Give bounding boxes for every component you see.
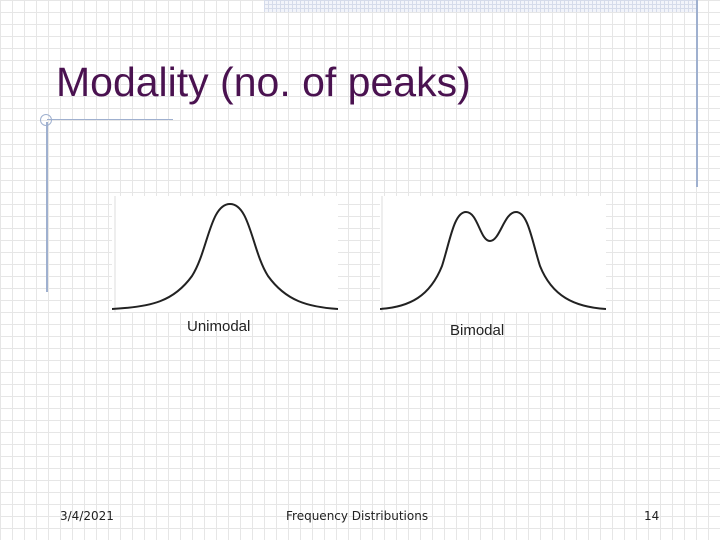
unimodal-label: Unimodal — [187, 318, 251, 335]
left-decorative-rule — [46, 122, 48, 292]
bimodal-label: Bimodal — [450, 322, 505, 339]
unimodal-curve-graphic — [112, 196, 338, 312]
title-underline-rule — [47, 119, 173, 120]
bimodal-curve-graphic — [380, 196, 606, 312]
bimodal-figure — [380, 196, 606, 312]
bimodal-curve — [380, 210, 606, 310]
right-decorative-rule — [696, 0, 698, 187]
unimodal-curve — [112, 202, 338, 310]
rule-circle-ornament — [40, 114, 52, 126]
unimodal-figure — [112, 196, 338, 312]
top-decorative-band — [264, 0, 698, 12]
slide-title: Modality (no. of peaks) — [56, 59, 471, 105]
footer-title: Frequency Distributions — [286, 509, 429, 523]
slide-number: 14 — [644, 509, 660, 523]
footer-date: 3/4/2021 — [60, 509, 114, 523]
